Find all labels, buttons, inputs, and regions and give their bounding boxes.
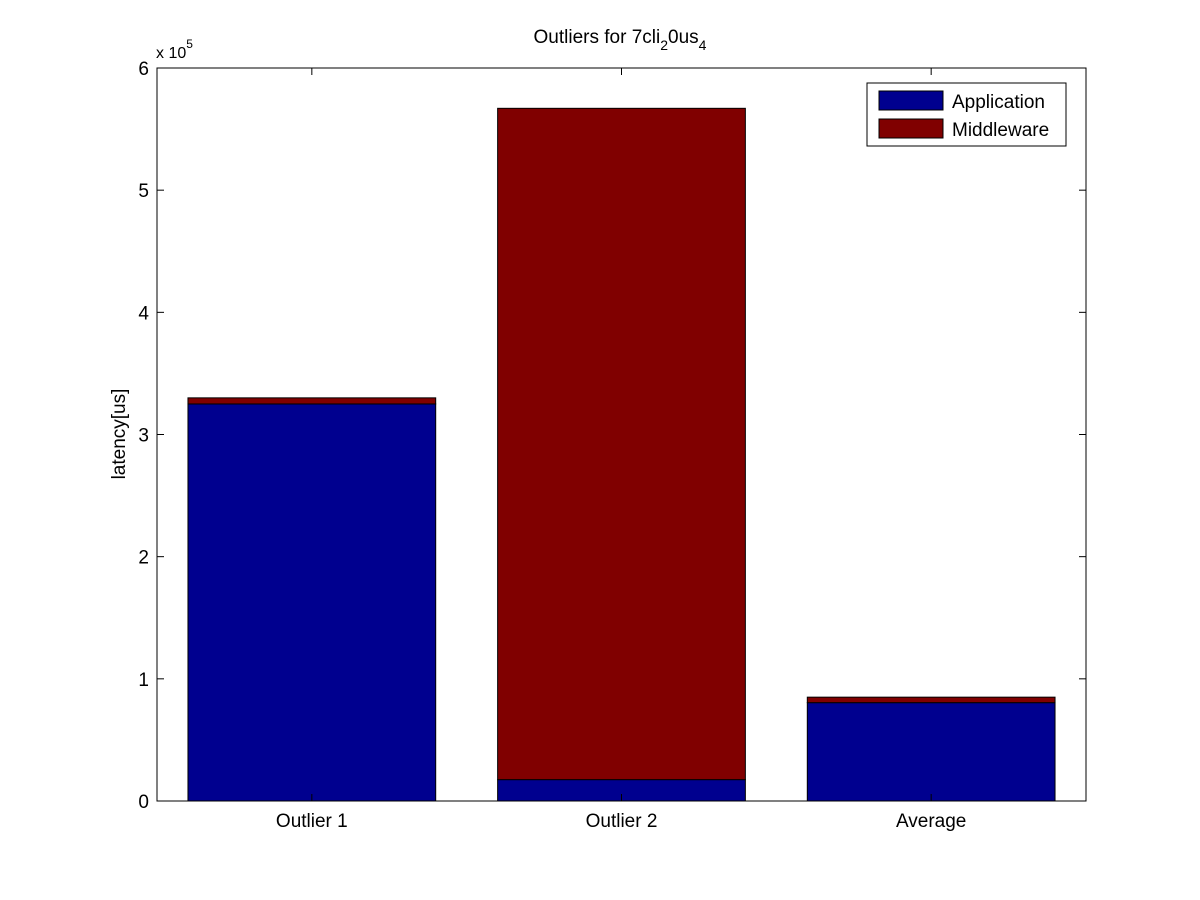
- chart-title: Outliers for 7cli20us4: [534, 27, 707, 53]
- y-tick-label: 6: [138, 59, 149, 80]
- y-axis-label: latency[us]: [109, 389, 130, 480]
- y-tick-label: 2: [138, 548, 149, 569]
- x-tick-label-outlier-1: Outlier 1: [276, 811, 348, 832]
- legend: Application Middleware: [866, 82, 1067, 147]
- bar-application-average: [806, 702, 1056, 802]
- legend-label-middleware: Middleware: [952, 120, 1049, 141]
- bar-middleware-outlier-2: [497, 107, 746, 781]
- y-axis-exponent: x 105: [156, 37, 193, 62]
- bar-middleware-average: [806, 696, 1056, 704]
- bars-group: [187, 107, 1056, 802]
- y-tick-label: 3: [138, 426, 149, 447]
- y-tick-label: 0: [138, 792, 149, 813]
- axes-box: [156, 67, 1087, 802]
- legend-swatch-middleware: [878, 118, 944, 139]
- ticks-group: 0 1 2 3 4 5 6 Outlier 1 Outlier 2 Average: [138, 59, 1086, 832]
- y-tick-label: 1: [138, 670, 149, 691]
- bar-middleware-outlier-1: [187, 397, 437, 405]
- bar-application-outlier-1: [187, 403, 437, 802]
- legend-label-application: Application: [952, 92, 1045, 113]
- y-tick-label: 4: [138, 303, 149, 324]
- x-tick-label-outlier-2: Outlier 2: [586, 811, 658, 832]
- y-tick-label: 5: [138, 181, 149, 202]
- legend-swatch-application: [878, 90, 944, 111]
- x-tick-label-average: Average: [896, 811, 966, 832]
